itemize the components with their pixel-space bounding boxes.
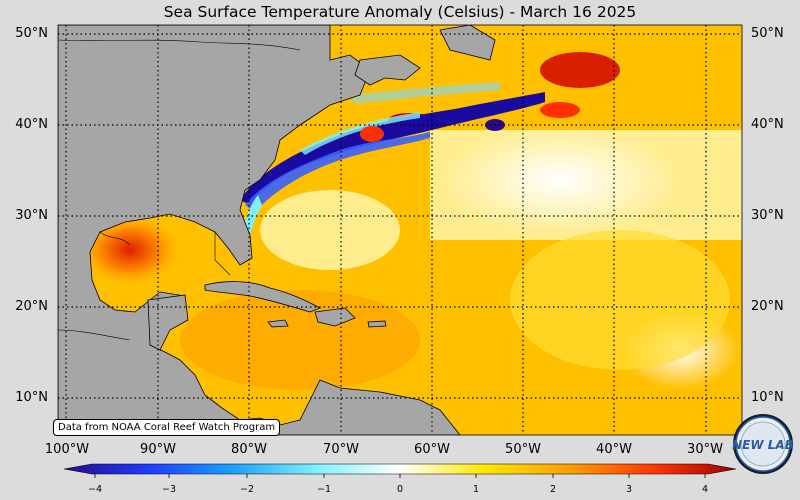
colorbar-tick-label: 3 xyxy=(625,484,633,495)
colorbar-tick-label: −1 xyxy=(316,484,332,495)
lon-label: 60°W xyxy=(414,442,450,457)
colorbar-tick-label: −4 xyxy=(87,484,103,495)
colorbar-tick-label: 2 xyxy=(549,484,557,495)
colorbar xyxy=(63,463,737,478)
lon-label: 50°W xyxy=(505,442,541,457)
graticule xyxy=(58,25,742,435)
colorbar-tick-label: 0 xyxy=(396,484,404,495)
data-credit-label: Data from NOAA Coral Reef Watch Program xyxy=(53,419,281,436)
lat-label-left: 40°N xyxy=(15,117,48,132)
lat-label-right: 10°N xyxy=(751,390,784,405)
lat-label-left: 10°N xyxy=(15,390,48,405)
lat-label-left: 50°N xyxy=(15,26,48,41)
lat-label-left: 20°N xyxy=(15,299,48,314)
colorbar-tick-label: 1 xyxy=(472,484,480,495)
map-title: Sea Surface Temperature Anomaly (Celsius… xyxy=(163,3,637,21)
lon-label: 100°W xyxy=(44,442,90,457)
lat-label-left: 30°N xyxy=(15,208,48,223)
lon-label: 30°W xyxy=(687,442,723,457)
gulf-stream-cold-band xyxy=(240,92,545,205)
colorbar-tick-label: −2 xyxy=(239,484,255,495)
lat-label-right: 50°N xyxy=(751,26,784,41)
lat-label-right: 20°N xyxy=(751,299,784,314)
colorbar-tick-label: −3 xyxy=(161,484,177,495)
lon-label: 90°W xyxy=(140,442,176,457)
lon-label: 80°W xyxy=(231,442,267,457)
lat-label-right: 30°N xyxy=(751,208,784,223)
lab-logo: NEW LAB xyxy=(732,414,794,474)
lon-label: 40°W xyxy=(596,442,632,457)
colorbar-tick-label: 4 xyxy=(701,484,709,495)
lat-label-right: 40°N xyxy=(751,117,784,132)
lon-label: 70°W xyxy=(323,442,359,457)
logo-text: NEW LAB xyxy=(732,438,794,452)
